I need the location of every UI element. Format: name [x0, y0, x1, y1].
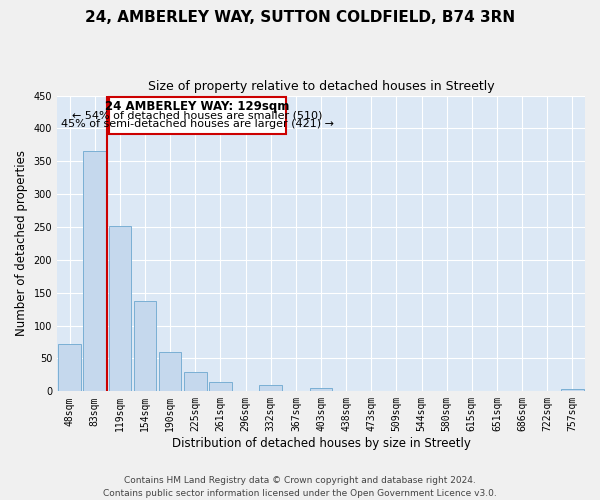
Bar: [561, 390, 584, 392]
Y-axis label: Number of detached properties: Number of detached properties: [15, 150, 28, 336]
Bar: [310, 388, 332, 392]
Bar: [109, 97, 286, 134]
Text: ← 54% of detached houses are smaller (510): ← 54% of detached houses are smaller (51…: [72, 110, 322, 120]
Text: Contains HM Land Registry data © Crown copyright and database right 2024.
Contai: Contains HM Land Registry data © Crown c…: [103, 476, 497, 498]
Bar: [58, 344, 81, 392]
Bar: [259, 385, 282, 392]
Bar: [184, 372, 206, 392]
Bar: [109, 226, 131, 392]
Title: Size of property relative to detached houses in Streetly: Size of property relative to detached ho…: [148, 80, 494, 93]
Bar: [83, 152, 106, 392]
Text: 24, AMBERLEY WAY, SUTTON COLDFIELD, B74 3RN: 24, AMBERLEY WAY, SUTTON COLDFIELD, B74 …: [85, 10, 515, 25]
X-axis label: Distribution of detached houses by size in Streetly: Distribution of detached houses by size …: [172, 437, 470, 450]
Bar: [134, 302, 157, 392]
Bar: [209, 382, 232, 392]
Text: 45% of semi-detached houses are larger (421) →: 45% of semi-detached houses are larger (…: [61, 119, 334, 129]
Bar: [159, 352, 181, 392]
Text: 24 AMBERLEY WAY: 129sqm: 24 AMBERLEY WAY: 129sqm: [105, 100, 289, 113]
